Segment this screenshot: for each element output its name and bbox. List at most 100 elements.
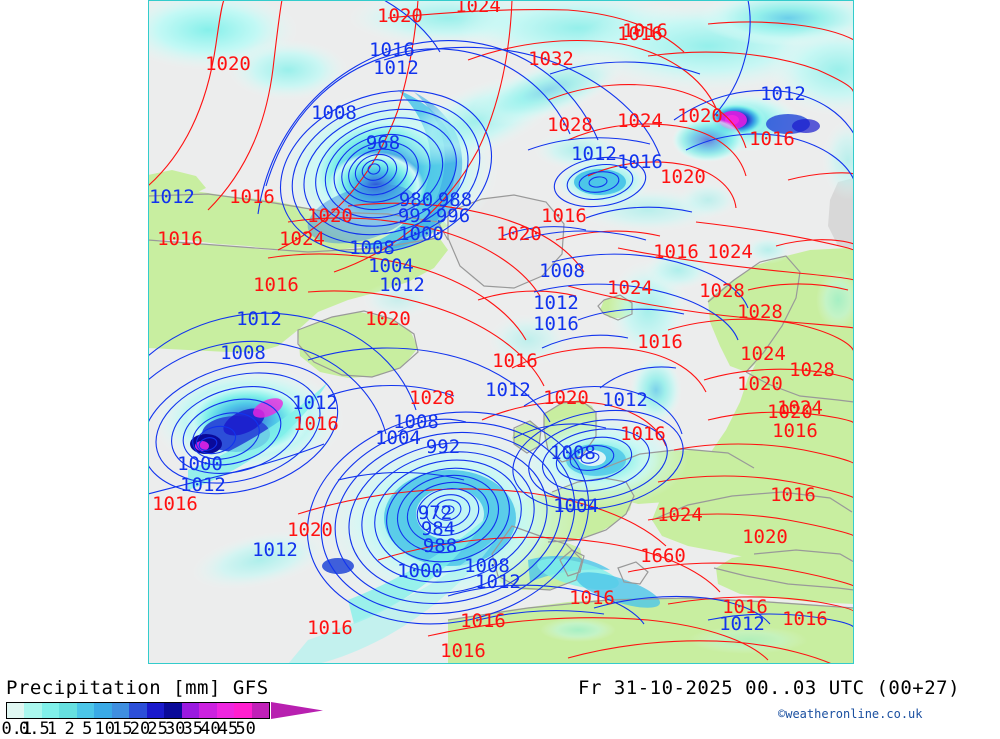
isobar-label: 1004 bbox=[368, 255, 414, 277]
isobar-label: 1012 bbox=[602, 389, 648, 411]
isobar-label: 1024 bbox=[707, 241, 753, 263]
isobar-label: 1020 bbox=[496, 223, 542, 245]
isobar-label: 1016 bbox=[622, 20, 668, 42]
footer-panel: Precipitation [mm] GFS Fr 31-10-2025 00.… bbox=[0, 664, 1000, 739]
isobar-label: 1012 bbox=[571, 143, 617, 165]
isobar-label: 992 bbox=[398, 205, 432, 227]
colorbar-tick-1: 1 bbox=[46, 719, 58, 739]
colorbar-segment-0 bbox=[7, 703, 25, 718]
colorbar-segment-9 bbox=[164, 703, 182, 718]
isobar-label: 1008 bbox=[550, 442, 596, 464]
isobar-label: 1000 bbox=[397, 560, 443, 582]
isobar-label: 1016 bbox=[492, 350, 538, 372]
isobar-label: 1000 bbox=[177, 453, 223, 475]
isobar-label: 992 bbox=[426, 436, 460, 458]
colorbar-segment-4 bbox=[76, 703, 95, 718]
isobar-label: 1012 bbox=[252, 539, 298, 561]
isobar-label: 1016 bbox=[307, 617, 353, 639]
model-run-label: Fr 31-10-2025 00..03 UTC (00+27) bbox=[578, 677, 961, 699]
isobar-label: 1012 bbox=[475, 571, 521, 593]
isobar-label: 1020 bbox=[543, 387, 589, 409]
isobar-label: 1012 bbox=[236, 308, 282, 330]
isobar-label: 984 bbox=[421, 518, 455, 540]
isobar-label: 1016 bbox=[772, 420, 818, 442]
isobar-label: 1020 bbox=[767, 401, 813, 423]
isobar-label: 1016 bbox=[749, 128, 795, 150]
isobar-label: 1016 bbox=[293, 413, 339, 435]
isobar-label: 1016 bbox=[229, 186, 275, 208]
isobar-low-layer bbox=[148, 0, 854, 629]
isobar-label: 1012 bbox=[719, 613, 765, 635]
isobar-high-layer bbox=[148, 0, 854, 664]
isobar-label: 1016 bbox=[620, 423, 666, 445]
isobar-label: 988 bbox=[438, 189, 472, 211]
isobar-label: 1028 bbox=[789, 359, 835, 381]
colorbar-segment-8 bbox=[146, 703, 165, 718]
isobar-label: 1016 bbox=[152, 493, 198, 515]
isobar-label: 1016 bbox=[569, 587, 615, 609]
colorbar-segment-2 bbox=[41, 703, 60, 718]
isobar-label: 1012 bbox=[533, 292, 579, 314]
isobar-label: 1028 bbox=[699, 280, 745, 302]
isobar-label: 1016 bbox=[460, 610, 506, 632]
colorbar-overflow-arrow bbox=[271, 702, 323, 719]
isobar-label: 1008 bbox=[349, 237, 395, 259]
isobar-label: 1024 bbox=[455, 0, 501, 17]
isobar-label: 1016 bbox=[541, 205, 587, 227]
isobar-label: 1000 bbox=[398, 223, 444, 245]
colorbar-tick-2: 2 bbox=[64, 719, 75, 739]
isobar-label: 1020 bbox=[660, 166, 706, 188]
isobar-label: 1016 bbox=[369, 39, 415, 61]
isobar-label: 1016 bbox=[782, 608, 828, 630]
precipitation-colorbar[interactable]: 0.1 0.5 1 2 5 10 15 20 25 30 35 40 45 50 bbox=[1, 702, 546, 739]
isobar-label: 1016 bbox=[617, 23, 663, 45]
isobar-label: 988 bbox=[423, 535, 457, 557]
colorbar-segment-14 bbox=[251, 703, 270, 718]
isobar-label: 1024 bbox=[279, 228, 325, 250]
isobar-label: 1008 bbox=[393, 411, 439, 433]
isobar-label: 996 bbox=[436, 205, 470, 227]
isobar-label: 1024 bbox=[607, 277, 653, 299]
isobar-label: 1008 bbox=[464, 555, 510, 577]
isobar-label: 1020 bbox=[365, 308, 411, 330]
isobar-label: 1012 bbox=[379, 274, 425, 296]
colorbar-segment-10 bbox=[181, 703, 200, 718]
isobar-label: 968 bbox=[366, 132, 400, 154]
isobar-label: 1012 bbox=[292, 392, 338, 414]
isobar-label: 1012 bbox=[373, 57, 419, 79]
isobar-label: 1028 bbox=[737, 301, 783, 323]
isobar-label: 1020 bbox=[737, 373, 783, 395]
isobar-label: 1016 bbox=[722, 596, 768, 618]
isobar-label: 1016 bbox=[253, 274, 299, 296]
isobar-label: 1024 bbox=[777, 397, 823, 419]
isobar-label: 1020 bbox=[677, 105, 723, 127]
isobar-label: 1020 bbox=[287, 519, 333, 541]
colorbar-segment-6 bbox=[111, 703, 130, 718]
colorbar-segment-12 bbox=[216, 703, 235, 718]
isobar-label: 1024 bbox=[657, 504, 703, 526]
colorbar-segment-3 bbox=[59, 703, 77, 718]
isobar-label: 1024 bbox=[740, 343, 786, 365]
isobar-label: 1004 bbox=[375, 427, 421, 449]
isobar-label: 1012 bbox=[180, 474, 226, 496]
isobar-label: 1032 bbox=[528, 48, 574, 70]
isobar-label: 1016 bbox=[617, 151, 663, 173]
colorbar-tick-0.5: 0.5 bbox=[19, 719, 50, 739]
legend-title: Precipitation [mm] GFS bbox=[6, 677, 269, 699]
isobar-label: 1020 bbox=[307, 205, 353, 227]
isobar-label: 1012 bbox=[760, 83, 806, 105]
isobar-label: 1016 bbox=[637, 331, 683, 353]
isobar-label: 1016 bbox=[533, 313, 579, 335]
colorbar-segment-13 bbox=[234, 703, 252, 718]
precipitation-map[interactable]: 1020 1024 1016 1020 1016 1012 1032 1012 1008 1028… bbox=[148, 0, 854, 664]
colorbar-segment-5 bbox=[94, 703, 112, 718]
isobar-label: 972 bbox=[418, 502, 452, 524]
isobar-label: 1024 bbox=[617, 110, 663, 132]
colorbar-segment-1 bbox=[24, 703, 42, 718]
isobar-label: 1660 bbox=[640, 545, 686, 567]
isobar-label: 1008 bbox=[311, 102, 357, 124]
colorbar-tick-50: 50 bbox=[235, 719, 256, 739]
